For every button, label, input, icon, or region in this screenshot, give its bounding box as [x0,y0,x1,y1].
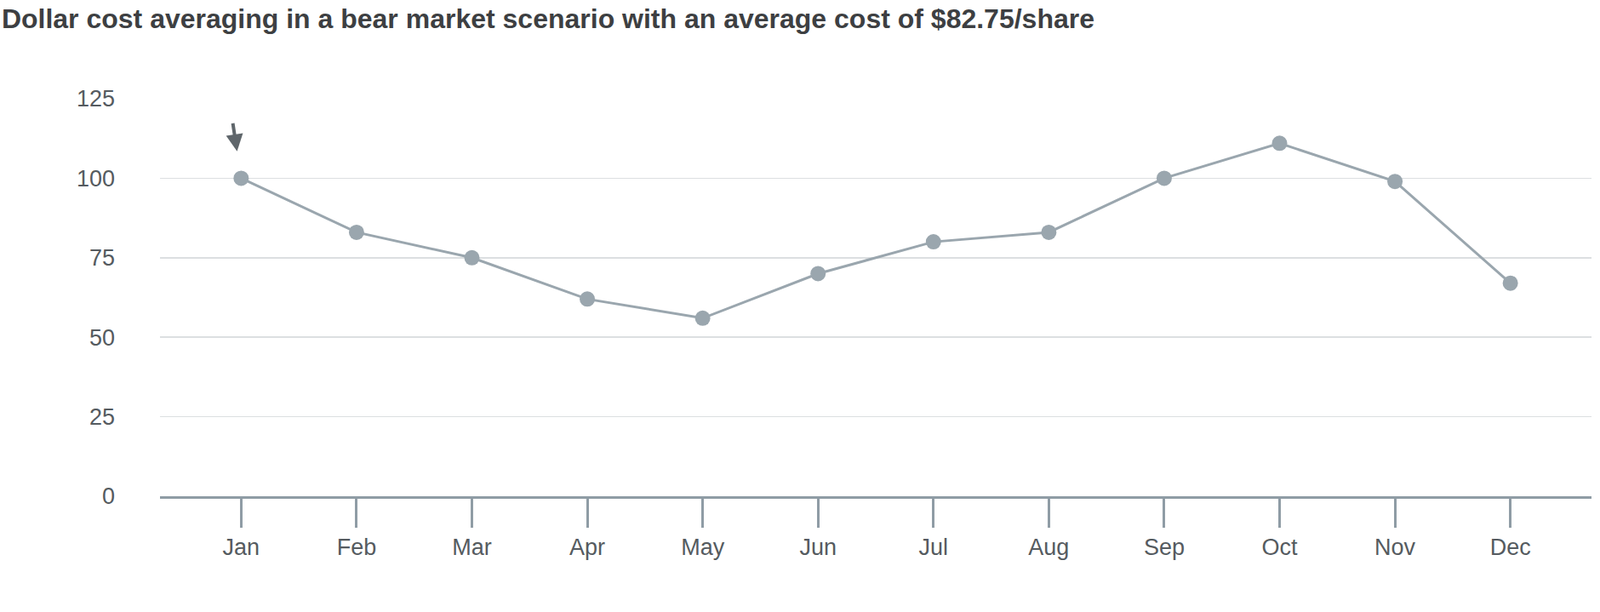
svg-text:75: 75 [89,245,115,271]
svg-text:Jan: Jan [222,534,261,560]
svg-text:Sep: Sep [1143,534,1185,560]
svg-text:Mar: Mar [451,534,492,560]
svg-text:Oct: Oct [1261,534,1298,560]
svg-text:125: 125 [76,85,115,112]
svg-text:Dec: Dec [1490,534,1532,560]
svg-text:Aug: Aug [1028,534,1069,560]
svg-text:Apr: Apr [569,534,606,560]
svg-text:Nov: Nov [1374,534,1417,560]
svg-text:0: 0 [102,483,115,509]
svg-text:Jun: Jun [799,534,837,560]
svg-text:Feb: Feb [337,534,378,560]
svg-text:Dollar cost averaging in a bea: Dollar cost averaging in a bear market s… [1,3,1095,35]
svg-text:100: 100 [76,165,115,192]
svg-text:50: 50 [89,325,115,351]
svg-text:Jul: Jul [919,534,949,560]
svg-text:May: May [680,534,726,560]
svg-text:25: 25 [89,404,115,430]
